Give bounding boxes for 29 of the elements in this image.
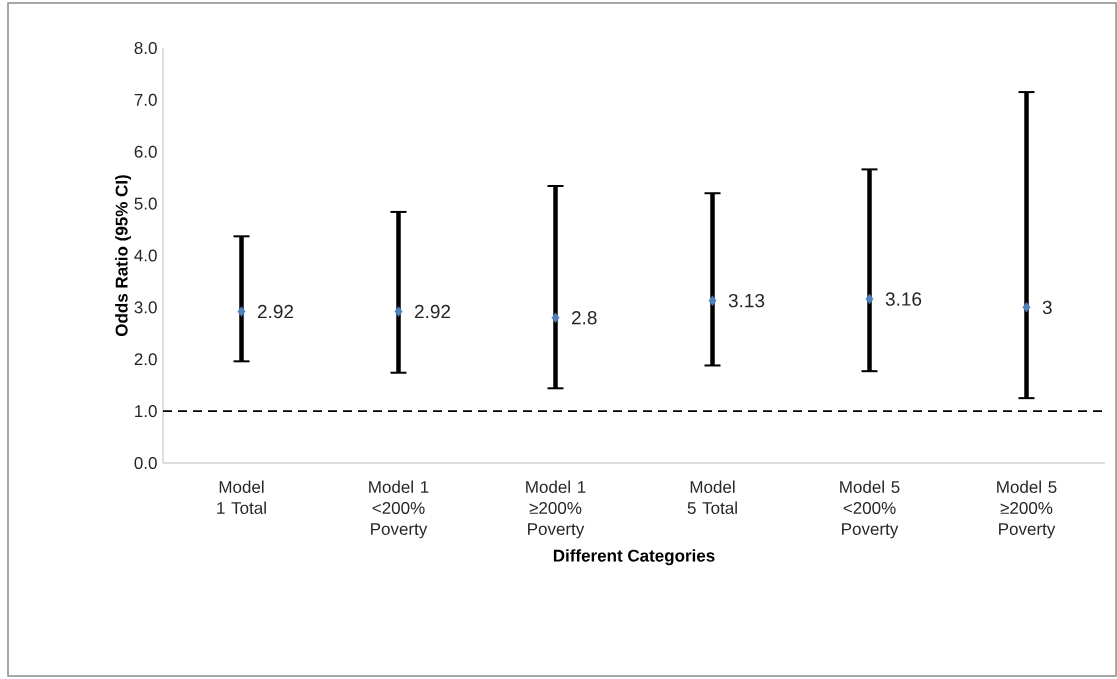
x-tick-label: Model 5 <200% Poverty: [840, 480, 900, 539]
x-tick-label: Model 1 Total: [217, 480, 266, 515]
data-label: 2.8: [571, 311, 597, 325]
data-label: 3: [1042, 300, 1052, 315]
data-label: 2.92: [257, 304, 294, 319]
point: [708, 295, 717, 306]
y-tick-label: 7.0: [134, 93, 157, 106]
point: [1022, 302, 1031, 313]
point: [865, 293, 874, 305]
point: [394, 306, 403, 317]
x-axis-title: Different Categories: [553, 549, 715, 566]
x-tick-label: Model 5 ≥200% Poverty: [997, 480, 1057, 539]
y-tick-label: 8.0: [134, 41, 157, 55]
x-tick-label: Model 5 Total: [687, 480, 737, 515]
data-label: 3.16: [885, 292, 922, 306]
y-tick-label: 5.0: [134, 197, 157, 210]
x-tick-label: Model 1 ≥200% Poverty: [526, 480, 586, 539]
data-label: 3.13: [728, 293, 765, 308]
y-tick-label: 0.0: [134, 456, 157, 470]
x-tick-label: Model 1 <200% Poverty: [369, 480, 429, 539]
y-axis-title: Odds Ratio (95% CI): [115, 175, 132, 337]
point: [551, 312, 560, 323]
y-tick-label: 2.0: [134, 353, 157, 366]
point: [237, 306, 246, 317]
data-label: 2.92: [414, 304, 451, 319]
y-tick-label: 3.0: [134, 301, 157, 314]
y-tick-label: 4.0: [134, 249, 157, 262]
y-tick-label: 1.0: [135, 405, 157, 418]
y-tick-label: 6.0: [134, 145, 157, 158]
